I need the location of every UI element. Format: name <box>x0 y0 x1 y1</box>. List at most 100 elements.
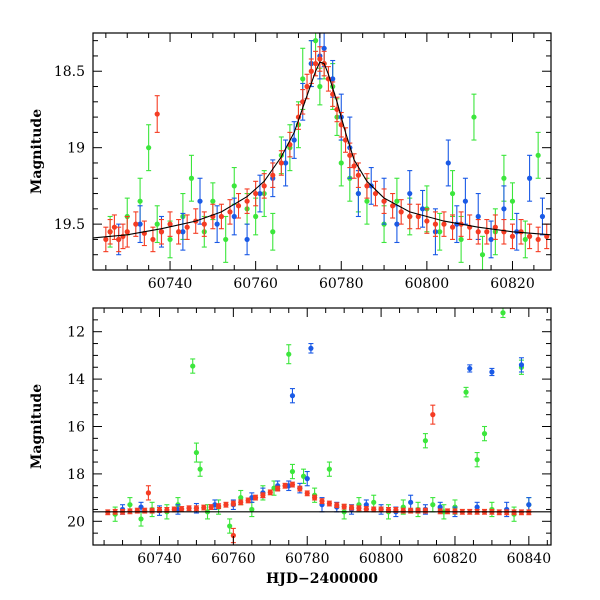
data-point <box>408 508 414 514</box>
data-point <box>180 229 186 235</box>
data-point <box>308 345 314 351</box>
data-point <box>134 508 140 514</box>
data-point <box>286 351 292 357</box>
data-point <box>364 183 370 189</box>
x-tick-label: 60800 <box>405 276 450 292</box>
data-point <box>218 213 225 220</box>
data-point <box>326 500 332 507</box>
data-point <box>167 236 173 243</box>
data-point <box>467 365 473 372</box>
x-tick-label: 60820 <box>433 551 478 567</box>
data-point <box>381 198 387 204</box>
series-red <box>105 404 532 544</box>
series-blue <box>119 342 532 518</box>
plot-frame <box>92 32 552 271</box>
data-point <box>312 38 319 44</box>
data-point <box>364 198 370 204</box>
data-point <box>167 221 173 227</box>
data-point <box>227 523 233 529</box>
data-point <box>526 233 533 239</box>
data-point <box>179 506 185 512</box>
data-point <box>215 503 222 509</box>
data-point <box>390 203 396 209</box>
data-point <box>146 145 152 151</box>
data-point <box>154 111 160 117</box>
data-point <box>127 502 133 508</box>
model-curve <box>93 61 551 239</box>
data-point <box>304 476 310 482</box>
data-point <box>348 504 355 511</box>
data-point <box>257 190 263 197</box>
data-point <box>244 236 250 243</box>
data-point <box>253 190 259 197</box>
data-point <box>394 198 400 204</box>
data-point <box>489 369 495 375</box>
data-point <box>300 76 306 82</box>
data-point <box>394 221 400 227</box>
data-point <box>245 497 251 504</box>
data-point <box>193 505 200 511</box>
data-point <box>231 213 237 220</box>
data-point <box>214 221 220 227</box>
data-point <box>227 209 233 215</box>
data-point <box>509 198 516 204</box>
data-point <box>363 502 369 508</box>
data-point <box>424 218 430 224</box>
data-point <box>475 213 481 220</box>
data-point <box>474 504 480 510</box>
y-tick-label: 19.5 <box>54 217 85 233</box>
data-point <box>282 483 288 489</box>
data-point <box>449 190 456 197</box>
data-point <box>509 233 516 239</box>
data-point <box>289 393 296 399</box>
data-point <box>297 485 303 492</box>
data-point <box>432 221 439 227</box>
data-point <box>231 183 237 189</box>
data-point <box>291 137 297 143</box>
y-tick-label: 12 <box>67 325 85 341</box>
data-point <box>138 516 144 522</box>
series-red <box>103 46 550 253</box>
data-point <box>223 502 229 508</box>
x-tick-label: 60780 <box>285 551 330 567</box>
data-point <box>197 466 203 472</box>
x-tick-label: 60760 <box>233 276 278 292</box>
data-point <box>235 203 242 209</box>
data-point <box>142 508 148 514</box>
x-tick-label: 60760 <box>211 551 256 567</box>
data-point <box>319 498 325 504</box>
data-point <box>230 532 236 539</box>
data-point <box>535 236 541 243</box>
plot-area <box>93 33 551 270</box>
data-point <box>312 60 319 67</box>
data-point <box>184 224 190 230</box>
data-point <box>210 198 216 204</box>
data-point <box>430 502 436 508</box>
data-point <box>407 190 413 197</box>
data-point <box>334 502 340 508</box>
data-point <box>137 198 143 204</box>
y-tick-label: 16 <box>67 420 85 436</box>
data-point <box>488 236 494 243</box>
data-point <box>501 175 507 181</box>
data-point <box>445 160 451 166</box>
data-point <box>150 236 156 243</box>
data-point <box>342 137 349 143</box>
data-point <box>164 507 170 513</box>
data-point <box>471 114 477 120</box>
data-point <box>145 490 152 496</box>
data-point <box>283 160 289 166</box>
data-point <box>176 229 182 235</box>
data-point <box>526 502 532 508</box>
x-tick-label: 60820 <box>490 276 535 292</box>
x-axis-label: HJD−2400000 <box>266 571 378 587</box>
data-point <box>171 506 177 513</box>
plot-area <box>93 308 551 544</box>
data-point <box>355 172 361 178</box>
data-point <box>441 221 447 227</box>
data-point <box>526 175 533 181</box>
data-point <box>363 506 369 512</box>
bottom-panel: 60740 60760 60780 60800 60820 60840 12 14 16 18 20… <box>29 307 552 587</box>
data-point <box>415 508 421 514</box>
